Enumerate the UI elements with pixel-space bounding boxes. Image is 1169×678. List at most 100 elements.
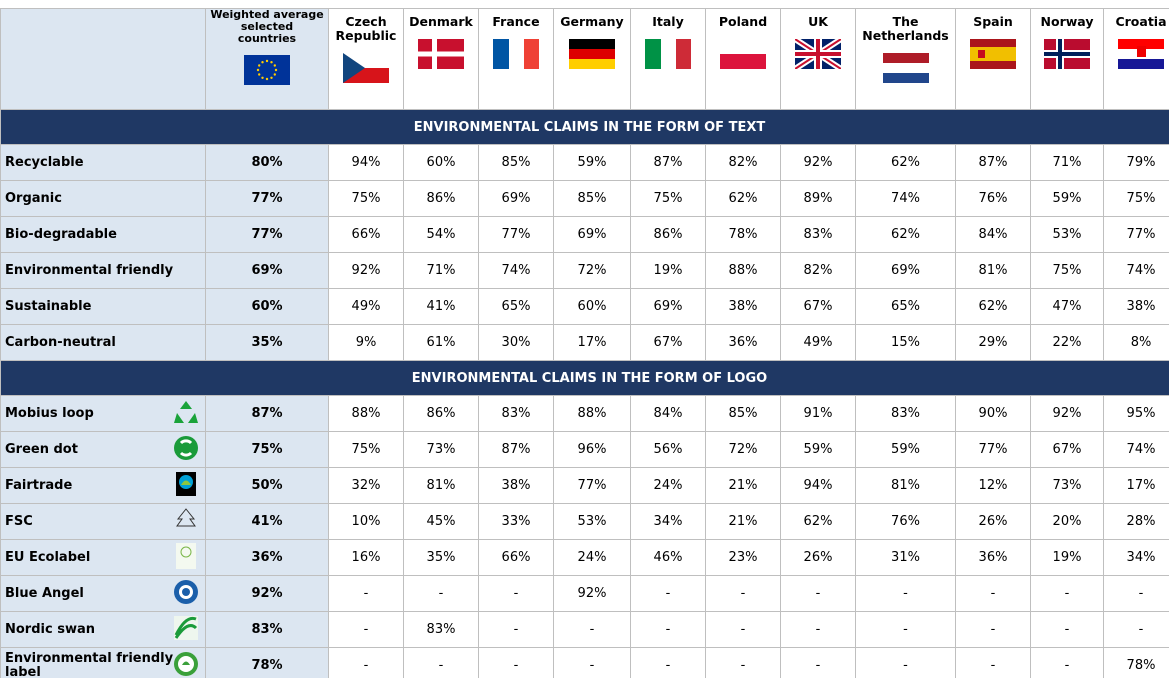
cell-text: 83% bbox=[803, 227, 833, 242]
country-value: 78% bbox=[1103, 647, 1169, 678]
cell-text: 32% bbox=[351, 478, 381, 493]
claims-table: Weighted average selected countries Czech… bbox=[0, 8, 1169, 678]
cell-text: - bbox=[815, 586, 821, 601]
country-value: - bbox=[630, 611, 706, 648]
country-value: - bbox=[328, 611, 404, 648]
cell-text: - bbox=[363, 658, 369, 673]
country-value: 71% bbox=[403, 252, 479, 289]
cell-text: 20% bbox=[1052, 514, 1082, 529]
cell-text: 78% bbox=[728, 227, 758, 242]
logo-icon bbox=[176, 543, 196, 569]
cell-text: 60% bbox=[577, 299, 607, 314]
country-value: - bbox=[1030, 647, 1104, 678]
cell-text: 83% bbox=[501, 406, 531, 421]
cell-text: 85% bbox=[577, 191, 607, 206]
country-value: 81% bbox=[403, 467, 479, 504]
cell-text: 62% bbox=[803, 514, 833, 529]
country-value: 81% bbox=[855, 467, 956, 504]
country-value: 59% bbox=[553, 144, 631, 181]
data-row: FSC 41% 10% 45% 33% 53% 34% 21% 62% 76% 26% 20% 28% bbox=[0, 503, 1169, 540]
country-value: 86% bbox=[403, 395, 479, 432]
country-value: 67% bbox=[780, 288, 856, 325]
cell-text: 36% bbox=[978, 550, 1008, 565]
logo-icon bbox=[174, 580, 198, 604]
average-value: 77% bbox=[205, 180, 329, 217]
country-value: - bbox=[403, 575, 479, 612]
row-label: Fairtrade bbox=[0, 467, 206, 504]
corner-cell bbox=[0, 8, 206, 110]
cell-text: - bbox=[740, 586, 746, 601]
country-value: - bbox=[478, 611, 554, 648]
cell-text: 96% bbox=[577, 442, 607, 457]
row-label: Environmental friendly bbox=[0, 252, 206, 289]
country-value: - bbox=[478, 647, 554, 678]
country-header: Czech Republic bbox=[328, 8, 404, 110]
data-row: Green dot 75% 75% 73% 87% 96% 56% 72% 59% 59% 77% 6… bbox=[0, 431, 1169, 468]
country-value: 88% bbox=[705, 252, 781, 289]
cell-text: 34% bbox=[653, 514, 683, 529]
country-value: 49% bbox=[328, 288, 404, 325]
country-flag bbox=[493, 39, 539, 69]
country-value: - bbox=[780, 611, 856, 648]
cell-text: 35% bbox=[251, 335, 283, 350]
country-value: 62% bbox=[705, 180, 781, 217]
average-value: 36% bbox=[205, 539, 329, 576]
cell-text: UK bbox=[808, 14, 828, 29]
cell-text: Organic bbox=[5, 190, 62, 206]
country-flag bbox=[882, 53, 929, 83]
cell-text: 74% bbox=[1126, 263, 1156, 278]
section-row: ENVIRONMENTAL CLAIMS IN THE FORM OF TEXT bbox=[0, 109, 1169, 145]
country-value: 61% bbox=[403, 324, 479, 361]
cell-text: Norway bbox=[1040, 14, 1094, 29]
average-value: 92% bbox=[205, 575, 329, 612]
country-value: 84% bbox=[630, 395, 706, 432]
cell-text: 53% bbox=[1052, 227, 1082, 242]
country-value: 76% bbox=[855, 503, 956, 540]
country-value: 53% bbox=[553, 503, 631, 540]
country-value: 86% bbox=[630, 216, 706, 253]
country-value: 94% bbox=[328, 144, 404, 181]
average-value: 35% bbox=[205, 324, 329, 361]
cell-text: 30% bbox=[501, 335, 531, 350]
country-value: 77% bbox=[478, 216, 554, 253]
cell-text: - bbox=[513, 658, 519, 673]
country-header: The Netherlands bbox=[855, 8, 956, 110]
cell-text: 36% bbox=[251, 550, 283, 565]
cell-text: - bbox=[665, 586, 671, 601]
country-flag bbox=[645, 39, 691, 69]
cell-text: 72% bbox=[577, 263, 607, 278]
country-value: - bbox=[1103, 575, 1169, 612]
logo-icon bbox=[174, 401, 198, 423]
country-value: 34% bbox=[1103, 539, 1169, 576]
row-label: Bio-degradable bbox=[0, 216, 206, 253]
cell-text: 78% bbox=[251, 658, 283, 673]
cell-text: 81% bbox=[426, 478, 456, 493]
country-header: Spain bbox=[955, 8, 1031, 110]
cell-text: 91% bbox=[803, 406, 833, 421]
country-value: 62% bbox=[855, 144, 956, 181]
cell-text: 69% bbox=[501, 191, 531, 206]
row-label: EU Ecolabel bbox=[0, 539, 206, 576]
country-value: 56% bbox=[630, 431, 706, 468]
row-label: FSC bbox=[0, 503, 206, 540]
cell-text: - bbox=[903, 658, 908, 673]
data-row: Environmental friendly 69% 92% 71% 74% 72% 19%… bbox=[0, 252, 1169, 289]
cell-text: 16% bbox=[351, 550, 381, 565]
country-value: - bbox=[553, 611, 631, 648]
country-value: 87% bbox=[630, 144, 706, 181]
country-value: 54% bbox=[403, 216, 479, 253]
logo-icon bbox=[174, 652, 198, 676]
cell-text: 34% bbox=[1126, 550, 1156, 565]
cell-text: 84% bbox=[978, 227, 1008, 242]
country-value: - bbox=[630, 647, 706, 678]
cell-text: 21% bbox=[728, 514, 758, 529]
row-label: Mobius loop bbox=[0, 395, 206, 432]
cell-text: 75% bbox=[251, 442, 283, 457]
cell-text: 10% bbox=[351, 514, 381, 529]
cell-text: - bbox=[363, 586, 369, 601]
section-title: ENVIRONMENTAL CLAIMS IN THE FORM OF TEXT bbox=[0, 109, 1169, 145]
country-value: 24% bbox=[553, 539, 631, 576]
country-value: 79% bbox=[1103, 144, 1169, 181]
cell-text: - bbox=[903, 586, 908, 601]
cell-text: 54% bbox=[426, 227, 456, 242]
